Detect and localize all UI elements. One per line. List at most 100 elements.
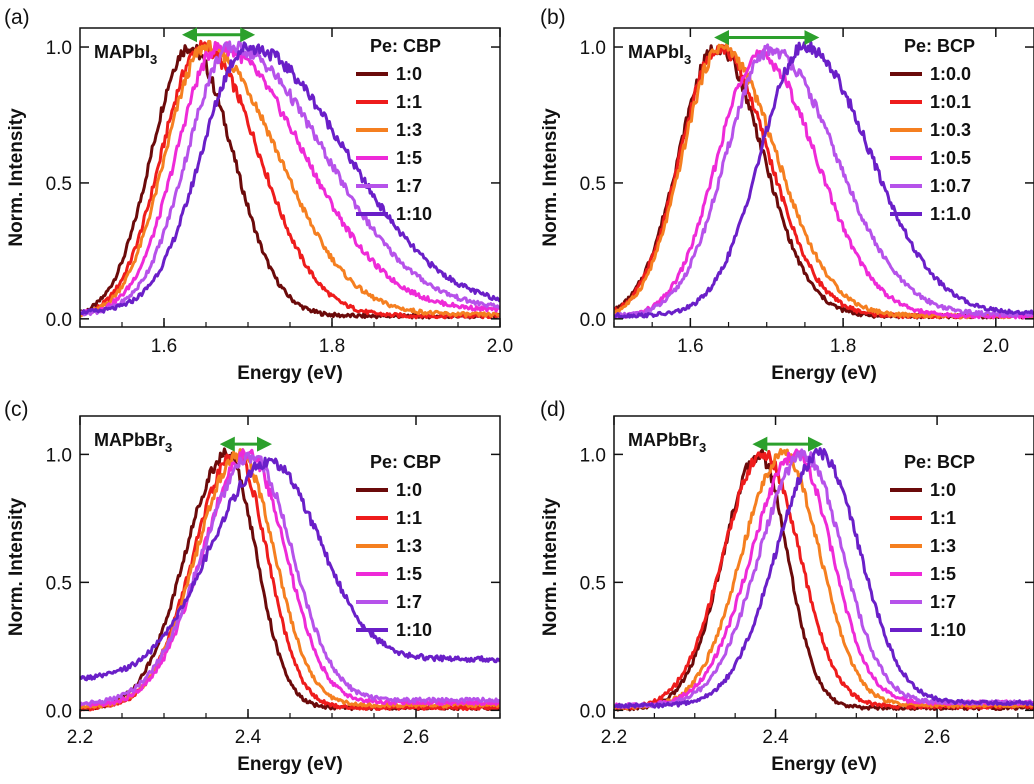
y-tick-label: 0.0 <box>46 701 72 722</box>
series-curves <box>80 39 500 320</box>
series-line-1:0 <box>614 448 1034 712</box>
y-axis-title: Norm. Intensity <box>6 108 27 247</box>
y-tick-label: 0.5 <box>46 174 72 195</box>
series-line-1:5 <box>80 448 500 708</box>
x-tick-label: 2.0 <box>983 336 1009 357</box>
sample-label: MAPbBr3 <box>628 430 706 455</box>
y-tick-label: 0.0 <box>46 310 72 331</box>
legend-title: Pe: BCP <box>904 452 975 472</box>
legend-label: 1:0.5 <box>930 148 971 168</box>
series-line-1:0 <box>80 447 500 712</box>
series-line-1:1 <box>80 39 500 320</box>
legend-label: 1:5 <box>396 148 422 168</box>
sample-label-base: MAPbI <box>628 42 684 62</box>
series-line-1:7 <box>80 40 500 317</box>
legend-label: 1:1 <box>396 92 422 112</box>
legend-label: 1:1.0 <box>930 204 971 224</box>
panel-d: (d) 2.2 2.4 2.6 0.0 0.5 1.0 Energy (eV) Norm. In… <box>540 398 1034 775</box>
series-line-1:10 <box>614 447 1034 709</box>
y-axis-title: Norm. Intensity <box>540 108 561 247</box>
legend-label: 1:10 <box>396 620 432 640</box>
legend-label: 1:3 <box>396 120 422 140</box>
legend-label: 1:0.1 <box>930 92 971 112</box>
panel-letter: (a) <box>4 6 30 29</box>
legend-label: 1:5 <box>930 564 956 584</box>
x-tick-label: 1.8 <box>319 336 345 357</box>
series-line-1:5 <box>614 448 1034 709</box>
series-line-1:0.7 <box>614 43 1034 320</box>
sample-label-subscript: 3 <box>684 52 691 67</box>
legend-label: 1:3 <box>930 536 956 556</box>
x-tick-label: 1.6 <box>151 336 177 357</box>
series-curves <box>614 41 1034 320</box>
x-tick-label: 2.6 <box>924 727 950 748</box>
x-axis-title: Energy (eV) <box>237 363 343 384</box>
x-axis-title: Energy (eV) <box>771 754 877 775</box>
sample-label-base: MAPbBr <box>94 430 165 450</box>
legend-label: 1:0 <box>396 480 422 500</box>
y-axis-title: Norm. Intensity <box>6 497 27 636</box>
x-tick-label: 2.0 <box>487 336 513 357</box>
legend-label: 1:7 <box>930 592 956 612</box>
series-line-1:7 <box>80 451 500 706</box>
series-line-1:3 <box>80 448 500 709</box>
x-axis-title: Energy (eV) <box>237 754 343 775</box>
y-tick-label: 1.0 <box>580 38 606 59</box>
legend-label: 1:1 <box>396 508 422 528</box>
legend-label: 1:0.3 <box>930 120 971 140</box>
x-tick-label: 1.6 <box>677 336 703 357</box>
series-line-1:0 <box>80 43 500 320</box>
sample-label-subscript: 3 <box>165 440 172 455</box>
legend-label: 1:5 <box>396 564 422 584</box>
sample-label-base: MAPbI <box>94 42 150 62</box>
sample-label-subscript: 3 <box>150 52 157 67</box>
plot-frame <box>613 415 1034 719</box>
series-line-1:3 <box>614 448 1034 711</box>
plot-frame <box>613 27 1034 328</box>
series-line-1:1.0 <box>614 41 1034 319</box>
x-tick-label: 2.6 <box>403 727 429 748</box>
sample-label: MAPbI3 <box>628 42 691 67</box>
series-line-1:1 <box>614 450 1034 711</box>
x-tick-label: 2.2 <box>67 727 93 748</box>
y-tick-label: 1.0 <box>46 38 72 59</box>
legend-title: Pe: BCP <box>904 36 975 56</box>
y-axis-title: Norm. Intensity <box>540 497 561 636</box>
legend-label: 1:1 <box>930 508 956 528</box>
legend-label: 1:0.7 <box>930 176 971 196</box>
panel-letter: (c) <box>4 398 29 421</box>
sample-label-subscript: 3 <box>699 440 706 455</box>
series-line-1:3 <box>80 39 500 318</box>
legend-label: 1:3 <box>396 536 422 556</box>
series-line-1:1 <box>80 452 500 712</box>
panel-letter: (d) <box>540 398 566 421</box>
series-curves <box>80 447 500 712</box>
x-tick-label: 1.8 <box>830 336 856 357</box>
y-tick-label: 1.0 <box>46 445 72 466</box>
panel-letter: (b) <box>540 6 566 29</box>
x-tick-label: 2.4 <box>762 727 789 748</box>
sample-label: MAPbBr3 <box>94 430 172 455</box>
legend-title: Pe: CBP <box>370 452 441 472</box>
panel-b: (b) 1.6 1.8 2.0 0.0 0.5 1.0 Energy (eV) Norm. In… <box>540 6 1034 384</box>
series-curves <box>614 447 1034 712</box>
y-tick-label: 0.0 <box>580 701 606 722</box>
legend-label: 1:0.0 <box>930 64 971 84</box>
legend-label: 1:10 <box>396 204 432 224</box>
x-tick-label: 2.4 <box>235 727 262 748</box>
series-line-1:0.5 <box>614 48 1034 320</box>
legend-label: 1:0 <box>930 480 956 500</box>
x-axis-title: Energy (eV) <box>771 363 877 384</box>
y-tick-label: 0.5 <box>580 174 606 195</box>
legend-label: 1:0 <box>396 64 422 84</box>
y-tick-label: 0.0 <box>580 310 606 331</box>
y-tick-label: 0.5 <box>46 573 72 594</box>
panel-a: (a) 1.6 1.8 2.0 0.0 0.5 1.0 Energy (eV) Norm. In… <box>4 6 513 384</box>
legend-label: 1:7 <box>396 592 422 612</box>
x-tick-label: 2.2 <box>601 727 627 748</box>
legend-title: Pe: CBP <box>370 36 441 56</box>
y-tick-label: 1.0 <box>580 445 606 466</box>
series-line-1:7 <box>614 448 1034 709</box>
legend-label: 1:10 <box>930 620 966 640</box>
